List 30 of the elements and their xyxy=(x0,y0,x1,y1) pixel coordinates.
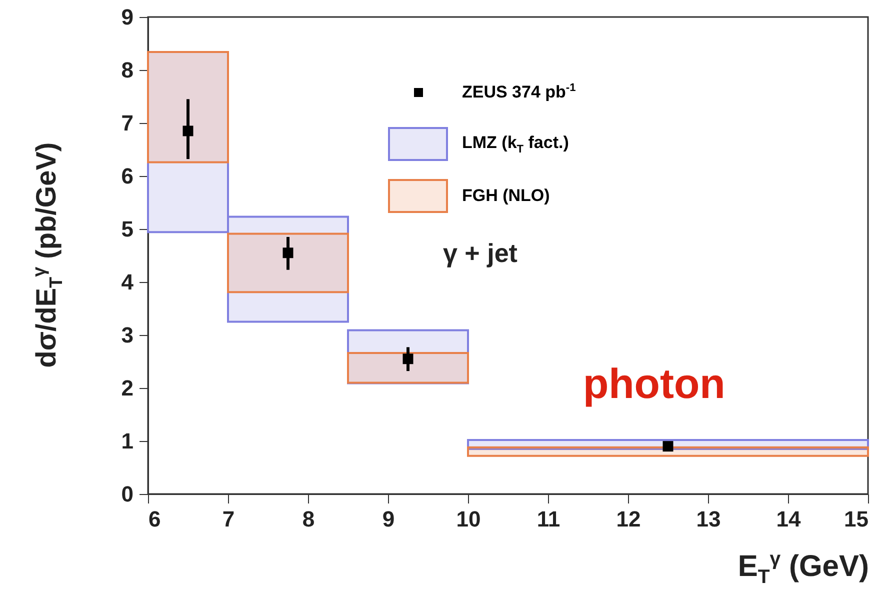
point xyxy=(662,441,674,452)
point xyxy=(182,126,194,136)
x-tick-label: 14 xyxy=(776,506,802,532)
x-tick-label: 10 xyxy=(456,506,481,532)
x-axis-title: E$_{T}$$^{γ}$ (GeV) xyxy=(738,548,869,589)
y-tick-label: 1 xyxy=(121,428,134,454)
legend-label: LMZ (k$_{T}$ fact.) xyxy=(462,132,569,156)
x-tick-label: 7 xyxy=(222,506,235,532)
x-tick-label: 12 xyxy=(616,506,641,532)
x-tick-label: 8 xyxy=(302,506,315,532)
annotation: photon xyxy=(583,360,726,408)
y-tick-label: 6 xyxy=(121,164,134,188)
legend-label: FGH (NLO) xyxy=(462,186,550,206)
annotation: γ + jet xyxy=(443,238,518,269)
x-tick-label: 15 xyxy=(844,506,868,532)
x-tick-label: 9 xyxy=(382,506,395,532)
y-tick-label: 9 xyxy=(121,4,134,30)
x-tick-label: 11 xyxy=(536,506,560,532)
x-tick-label: 13 xyxy=(696,506,721,532)
legend-label: ZEUS 374 pb$^{-1}$ xyxy=(462,82,576,102)
y-tick-label: 7 xyxy=(121,110,134,136)
y-tick-label: 3 xyxy=(121,322,134,348)
y-tick-label: 5 xyxy=(121,216,134,242)
y-tick-label: 4 xyxy=(121,270,134,294)
point xyxy=(282,248,294,258)
point xyxy=(402,354,414,364)
y-tick-label: 2 xyxy=(121,376,134,400)
y-tick-label: 0 xyxy=(121,482,134,506)
x-tick-label: 6 xyxy=(148,506,161,532)
y-tick-label: 8 xyxy=(121,58,134,82)
